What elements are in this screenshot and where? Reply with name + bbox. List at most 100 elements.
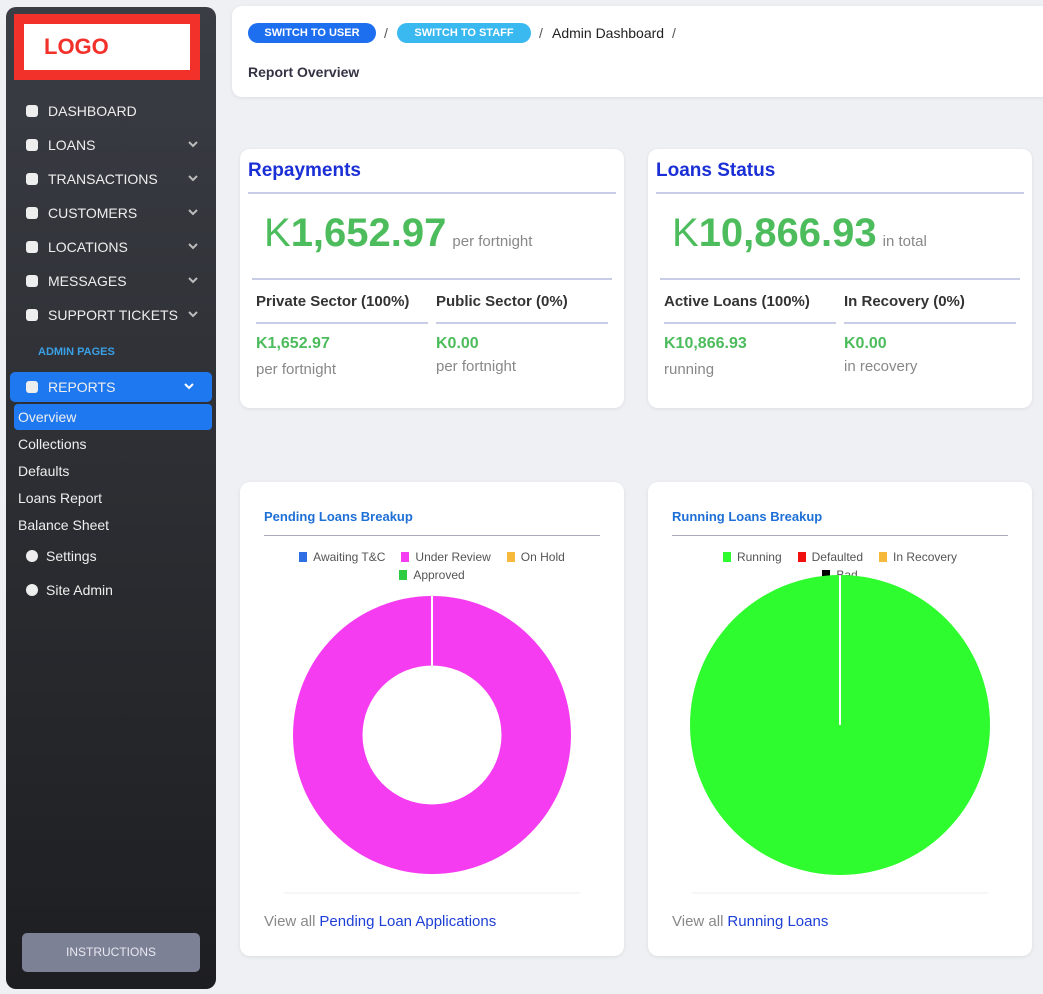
chevron xyxy=(188,141,198,148)
divider xyxy=(248,192,616,194)
switch-user-button[interactable]: SWITCH TO USER xyxy=(248,23,376,43)
switch-staff-button[interactable]: SWITCH TO STAFF xyxy=(397,23,531,43)
menu-label: LOANS xyxy=(48,137,96,153)
legend-item[interactable]: Defaulted xyxy=(797,550,864,564)
submenu-item[interactable]: Loans Report xyxy=(18,490,103,506)
legend-swatch xyxy=(722,552,731,562)
menu-item[interactable]: CUSTOMERS xyxy=(6,198,216,228)
currency: K xyxy=(264,211,291,255)
column-label: In Recovery (0%) xyxy=(844,293,965,310)
legend-label: Running xyxy=(736,550,782,564)
legend: Awaiting T&C Under Review On Hold Approved xyxy=(292,550,572,582)
chart-footer: View all Running Loans xyxy=(672,913,828,930)
unit: per fortnight xyxy=(452,233,533,250)
legend-label: On Hold xyxy=(520,550,565,564)
divider xyxy=(664,322,836,324)
legend-item[interactable]: Running xyxy=(722,550,782,564)
chart-title: Running Loans Breakup xyxy=(672,509,823,524)
header: SWITCH TO USER / SWITCH TO STAFF / Admin… xyxy=(232,6,1043,97)
icon xyxy=(26,275,38,287)
divider xyxy=(264,535,600,536)
logo[interactable]: LOGO xyxy=(14,14,200,80)
icon xyxy=(26,105,38,117)
submenu-item[interactable]: Defaults xyxy=(18,463,70,479)
legend-swatch xyxy=(299,552,308,562)
chevron-line xyxy=(188,175,198,182)
footer-link[interactable]: Pending Loan Applications xyxy=(319,913,497,930)
menu-item[interactable]: MESSAGES xyxy=(6,266,216,296)
unit: in total xyxy=(882,233,927,250)
column-amount: K1,652.97 xyxy=(256,335,330,352)
menu-item[interactable]: DASHBOARD xyxy=(6,96,216,126)
legend-item[interactable]: On Hold xyxy=(506,550,565,564)
page-title: Report Overview xyxy=(248,64,360,80)
total: K10,866.93 in total xyxy=(672,211,927,256)
chevron xyxy=(188,243,198,250)
menu-item[interactable]: LOCATIONS xyxy=(6,232,216,262)
chevron xyxy=(188,311,198,318)
amount: 10,866.93 xyxy=(698,211,877,255)
menu-item[interactable]: Settings xyxy=(6,541,216,571)
total: K1,652.97 per fortnight xyxy=(264,211,532,256)
legend-item[interactable]: Awaiting T&C xyxy=(299,550,385,564)
submenu-item[interactable]: Collections xyxy=(18,436,87,452)
legend-swatch xyxy=(797,552,806,562)
menu-item[interactable]: SUPPORT TICKETS xyxy=(6,300,216,330)
menu-label: CUSTOMERS xyxy=(48,205,138,221)
column-note: per fortnight xyxy=(436,358,517,375)
breadcrumb[interactable]: Admin Dashboard xyxy=(552,25,665,41)
currency: K xyxy=(672,211,699,255)
legend-item[interactable]: Approved xyxy=(399,568,465,582)
menu-item[interactable]: Site Admin xyxy=(6,575,216,605)
divider xyxy=(844,322,1016,324)
chart-title: Pending Loans Breakup xyxy=(264,509,413,524)
column-amount: K10,866.93 xyxy=(664,335,747,352)
column-label: Active Loans (100%) xyxy=(664,293,810,310)
submenu-item[interactable]: Overview xyxy=(14,404,212,430)
legend-swatch xyxy=(506,552,515,562)
icon xyxy=(26,241,38,253)
section-label: ADMIN PAGES xyxy=(38,346,115,358)
menu-item[interactable]: REPORTS xyxy=(10,372,212,402)
legend-label: Under Review xyxy=(415,550,491,564)
legend-item[interactable]: In Recovery xyxy=(879,550,957,564)
card-title: Loans Status xyxy=(656,160,776,181)
legend-swatch xyxy=(879,552,888,562)
instructions-button[interactable]: INSTRUCTIONS xyxy=(22,933,200,972)
stat-card: Repayments K1,652.97 per fortnight Private … xyxy=(240,149,624,408)
submenu-item[interactable]: Balance Sheet xyxy=(18,517,110,533)
chart-card: Pending Loans Breakup Awaiting T&C Under R… xyxy=(240,482,624,956)
legend-item[interactable]: Under Review xyxy=(401,550,491,564)
column-note: per fortnight xyxy=(256,361,337,378)
footer-link[interactable]: Running Loans xyxy=(727,913,829,930)
menu-item[interactable]: TRANSACTIONS xyxy=(6,164,216,194)
amount: 1,652.97 xyxy=(290,211,447,255)
separator: / xyxy=(539,25,543,41)
divider xyxy=(672,535,1008,536)
column-label: Public Sector (0%) xyxy=(436,293,568,310)
chevron-line xyxy=(188,209,198,216)
divider xyxy=(252,278,612,280)
footer-text: View all xyxy=(264,913,316,930)
icon xyxy=(26,207,38,219)
legend-label: Defaulted xyxy=(811,550,864,564)
chevron-line xyxy=(188,141,198,148)
menu-label: Settings xyxy=(46,548,97,564)
menu-label: DASHBOARD xyxy=(48,103,137,119)
divider xyxy=(660,278,1020,280)
chevron-line xyxy=(188,311,198,318)
icon xyxy=(26,309,38,321)
legend-label: Approved xyxy=(413,568,465,582)
separator: / xyxy=(672,25,676,41)
menu-item[interactable]: LOANS xyxy=(6,130,216,160)
icon xyxy=(26,139,38,151)
icon xyxy=(26,550,38,562)
divider xyxy=(656,192,1024,194)
menu-label: LOCATIONS xyxy=(48,239,128,255)
chevron xyxy=(188,277,198,284)
menu-label: TRANSACTIONS xyxy=(48,171,158,187)
sidebar: LOGO ADMIN PAGES REPORTS INSTRUCTIONS DA… xyxy=(6,7,216,989)
chevron-line xyxy=(188,243,198,250)
